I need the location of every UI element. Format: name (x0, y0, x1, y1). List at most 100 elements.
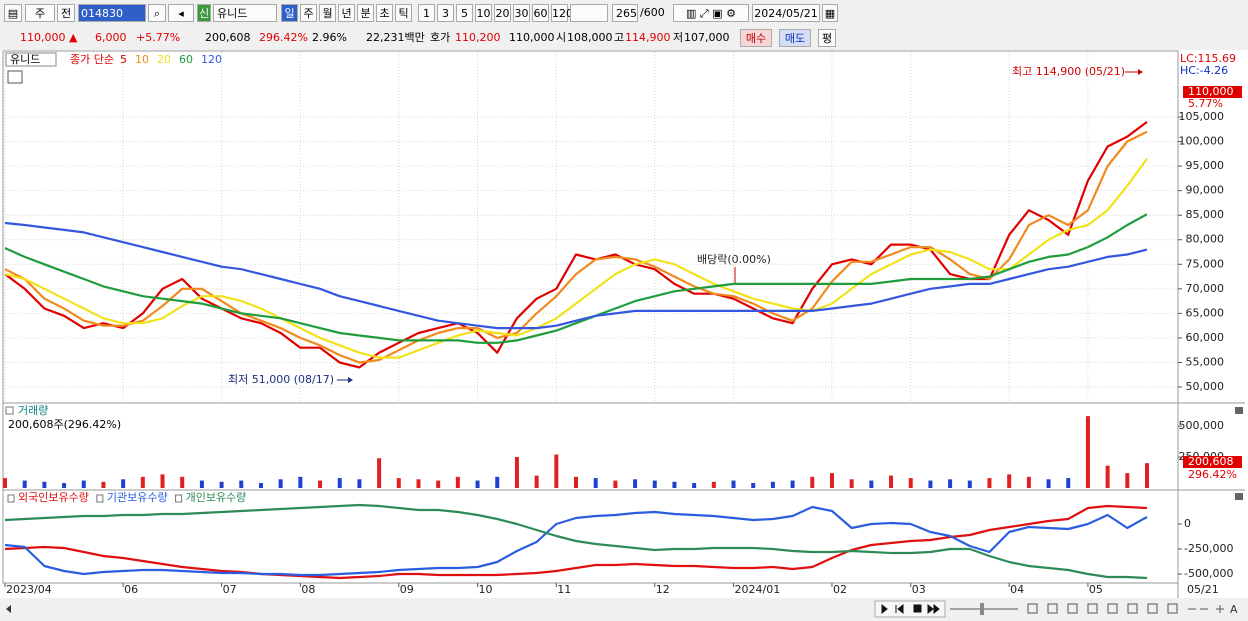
x-tick-label: 04 (1010, 583, 1024, 596)
stock-name: 유니드 (10, 53, 40, 66)
toolbar-button[interactable]: 1 (418, 4, 435, 22)
y-tick-label: 500,000 (1179, 419, 1225, 432)
volume-bar (869, 480, 874, 488)
legend-label: 기관보유수량 (107, 491, 168, 504)
toolbar-button[interactable]: 초 (376, 4, 393, 22)
turnover: 2.96% (312, 31, 347, 44)
panel-icon[interactable] (5, 406, 14, 415)
x-tick-label: 11 (557, 583, 571, 596)
volume-bar (731, 480, 736, 488)
y-tick-label: 65,000 (1186, 306, 1225, 319)
volume-bar (357, 479, 362, 488)
rate: +5.77% (136, 31, 181, 44)
buy-button[interactable]: 매수 (740, 29, 772, 47)
date-input[interactable]: 2024/05/21 (752, 4, 820, 22)
price: 110,000 ▲ (20, 31, 78, 44)
volume-bar (1125, 473, 1130, 488)
toolbar-button[interactable]: 60 (532, 4, 549, 22)
toolbar-button[interactable]: 틱 (395, 4, 412, 22)
y-tick-label: -250,000 (1184, 542, 1233, 555)
stock-name-box (5, 52, 57, 67)
volume-bar (908, 478, 913, 488)
volume-bar (652, 480, 657, 488)
y-tick-label: 75,000 (1186, 257, 1225, 270)
volume-bar (160, 474, 165, 488)
volume-rate: 296.42% (259, 31, 308, 44)
volume-bar (829, 473, 834, 488)
search-button[interactable]: ⌕ (148, 4, 166, 22)
count-input[interactable]: 265 (612, 4, 638, 22)
blank-select[interactable] (570, 4, 608, 22)
volume-summary: 200,608주(296.42%) (8, 418, 121, 431)
legend-label: 외국인보유수량 (18, 491, 89, 504)
volume-bar (475, 480, 480, 488)
x-tick-label: 02 (833, 583, 847, 596)
series-line (4, 503, 1148, 580)
calendar-button[interactable]: ▦ (822, 4, 838, 22)
x-tick-label: 09 (400, 583, 414, 596)
low-arrow-head (348, 377, 353, 383)
volume-bar (574, 476, 578, 488)
series-line (4, 213, 1148, 344)
scope-select[interactable]: 전 (57, 4, 75, 22)
volume-bar (258, 483, 263, 488)
tool-icons[interactable] (1027, 603, 1224, 614)
x-tick-label: 06 (124, 583, 138, 596)
volume-bar (672, 481, 677, 488)
menu-icon[interactable]: ▤ (4, 4, 22, 22)
table-icon[interactable] (7, 70, 23, 84)
toolbar-button[interactable]: 주 (300, 4, 317, 22)
toolbar-button[interactable]: 월 (319, 4, 336, 22)
sound-button[interactable]: ◂ (168, 4, 194, 22)
y-tick-label: 105,000 (1179, 110, 1225, 123)
toolbar-button[interactable]: 년 (338, 4, 355, 22)
last-change: 5.77% (1188, 97, 1223, 110)
toolbar-button[interactable]: 30 (513, 4, 530, 22)
toolbar-button[interactable]: 일 (281, 4, 298, 22)
volume-bar (889, 475, 894, 488)
volume-bar (1066, 478, 1071, 488)
last-price-box (1183, 86, 1242, 98)
font-button[interactable]: A (1230, 603, 1238, 616)
tool-buttons[interactable]: ▥ ⤢ ▣ ⚙ (673, 4, 749, 22)
toolbar-button[interactable]: 10 (475, 4, 492, 22)
volume-bar (1026, 476, 1031, 488)
volume-title: 거래량 (18, 404, 48, 417)
volume-bar (416, 479, 421, 488)
volume-bar (199, 480, 204, 488)
high-annotation: 최고 114,900 (05/21) (1012, 65, 1125, 78)
volume-bar (180, 476, 185, 488)
toolbar-button[interactable]: 5 (456, 4, 473, 22)
code-input[interactable]: 014830 (78, 4, 146, 22)
series-line (4, 130, 1148, 364)
y-tick-label: 85,000 (1186, 208, 1225, 221)
x-tick-label: 2024/01 (735, 583, 781, 596)
panel-close[interactable] (1235, 493, 1243, 500)
volume-bar (790, 480, 795, 488)
market-select[interactable]: 주 (25, 4, 55, 22)
toolbar-button[interactable]: 20 (494, 4, 511, 22)
panel-close[interactable] (1235, 407, 1243, 414)
avg-button[interactable]: 평 (818, 29, 836, 47)
last-volume: 200,608 (1188, 455, 1234, 468)
amount: 22,231백만 (366, 31, 425, 44)
name-input[interactable]: 유니드 (213, 4, 277, 22)
legend-swatch (7, 494, 15, 503)
volume-bar (770, 481, 775, 488)
volume-bar (1105, 465, 1110, 488)
zoom-thumb[interactable] (980, 603, 984, 615)
volume-bar (967, 480, 972, 488)
volume-bar (121, 479, 126, 488)
y-tick-label: -500,000 (1184, 567, 1233, 580)
volume-bar (928, 480, 933, 488)
toolbar-button[interactable]: 분 (357, 4, 374, 22)
volume-bar (534, 475, 539, 488)
toolbar-button[interactable]: 120 (551, 4, 573, 22)
toolbar-button[interactable]: 3 (437, 4, 454, 22)
sell-button[interactable]: 매도 (779, 29, 811, 47)
scroll-left[interactable] (6, 605, 11, 613)
x-tick-label: 05 (1089, 583, 1103, 596)
volume-bar (1145, 463, 1149, 488)
legend-label: 개인보유수량 (186, 491, 247, 504)
last-volume-ratio: 296.42% (1188, 468, 1237, 481)
